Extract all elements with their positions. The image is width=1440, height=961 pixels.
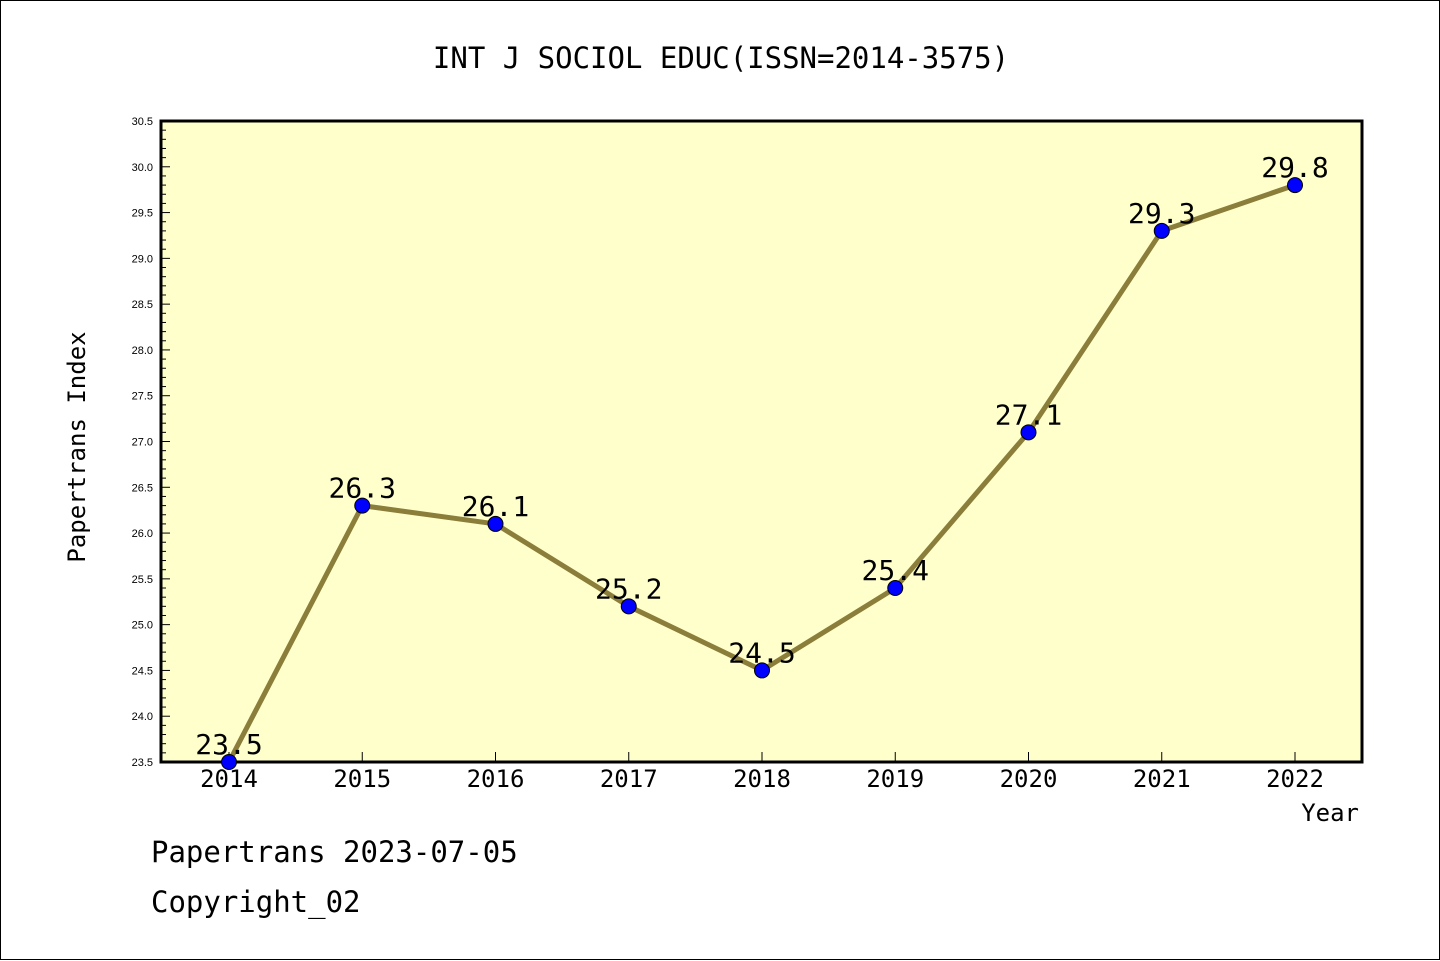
y-tick-label: 28.5 — [132, 299, 153, 311]
data-label: 27.1 — [995, 398, 1062, 431]
x-tick-label: 2020 — [1000, 765, 1058, 793]
data-label: 29.3 — [1128, 197, 1195, 230]
y-axis-ticks: 23.5 24.0 24.5 25.0 25.5 26.0 26.5 27.0 27.5 28.0… — [132, 116, 170, 769]
data-point-marker — [620, 598, 637, 615]
x-axis-label: Year — [1301, 799, 1359, 827]
data-labels: 23.5 26.3 26.1 25.2 24.5 25.4 27.1 29.3 29.8 — [195, 151, 1328, 761]
x-tick-label: 2021 — [1133, 765, 1191, 793]
y-axis-label: Papertrans Index — [63, 331, 91, 562]
x-tick-label: 2017 — [600, 765, 658, 793]
y-tick-label: 26.5 — [132, 482, 153, 494]
x-axis-ticks: 2014 2015 2016 2017 2018 2019 2020 2021 2022 — [200, 752, 1324, 793]
y-tick-label: 28.0 — [132, 345, 153, 357]
data-point-marker — [1287, 177, 1303, 194]
y-tick-label: 30.0 — [132, 162, 153, 174]
data-point-marker — [1020, 424, 1037, 441]
data-label: 25.4 — [862, 554, 929, 587]
data-point-marker — [754, 662, 770, 679]
y-tick-label: 26.0 — [132, 528, 153, 540]
footer-date-text: Papertrans 2023-07-05 — [151, 835, 518, 869]
data-label: 29.8 — [1261, 151, 1328, 184]
data-point-marker — [221, 754, 237, 770]
data-point-marker — [354, 497, 371, 514]
y-tick-label: 29.5 — [132, 208, 153, 220]
y-tick-label: 25.5 — [132, 574, 153, 586]
data-label: 23.5 — [195, 728, 262, 761]
y-tick-label: 24.0 — [132, 711, 153, 723]
x-tick-label: 2018 — [733, 765, 791, 793]
x-tick-label: 2015 — [333, 765, 391, 793]
data-label: 26.3 — [329, 472, 396, 505]
data-point-marker — [887, 580, 904, 597]
y-tick-label: 30.5 — [132, 116, 153, 128]
data-label: 26.1 — [462, 490, 529, 523]
x-tick-label: 2022 — [1266, 765, 1324, 793]
series-markers — [221, 177, 1303, 770]
x-tick-label: 2016 — [467, 765, 525, 793]
y-tick-label: 23.5 — [132, 757, 153, 769]
y-tick-label: 27.5 — [132, 391, 153, 403]
y-tick-label: 24.5 — [132, 665, 153, 677]
data-label: 24.5 — [728, 636, 795, 669]
y-tick-label: 29.0 — [132, 253, 153, 265]
chart-title: INT J SOCIOL EDUC(ISSN=2014-3575) — [433, 41, 1009, 75]
data-point-marker — [1153, 222, 1170, 239]
x-tick-label: 2019 — [866, 765, 924, 793]
y-tick-label: 25.0 — [132, 620, 153, 632]
data-label: 25.2 — [595, 572, 662, 605]
y-tick-label: 27.0 — [132, 437, 153, 449]
footer-copyright-text: Copyright_02 — [151, 885, 361, 919]
data-point-marker — [487, 515, 504, 532]
